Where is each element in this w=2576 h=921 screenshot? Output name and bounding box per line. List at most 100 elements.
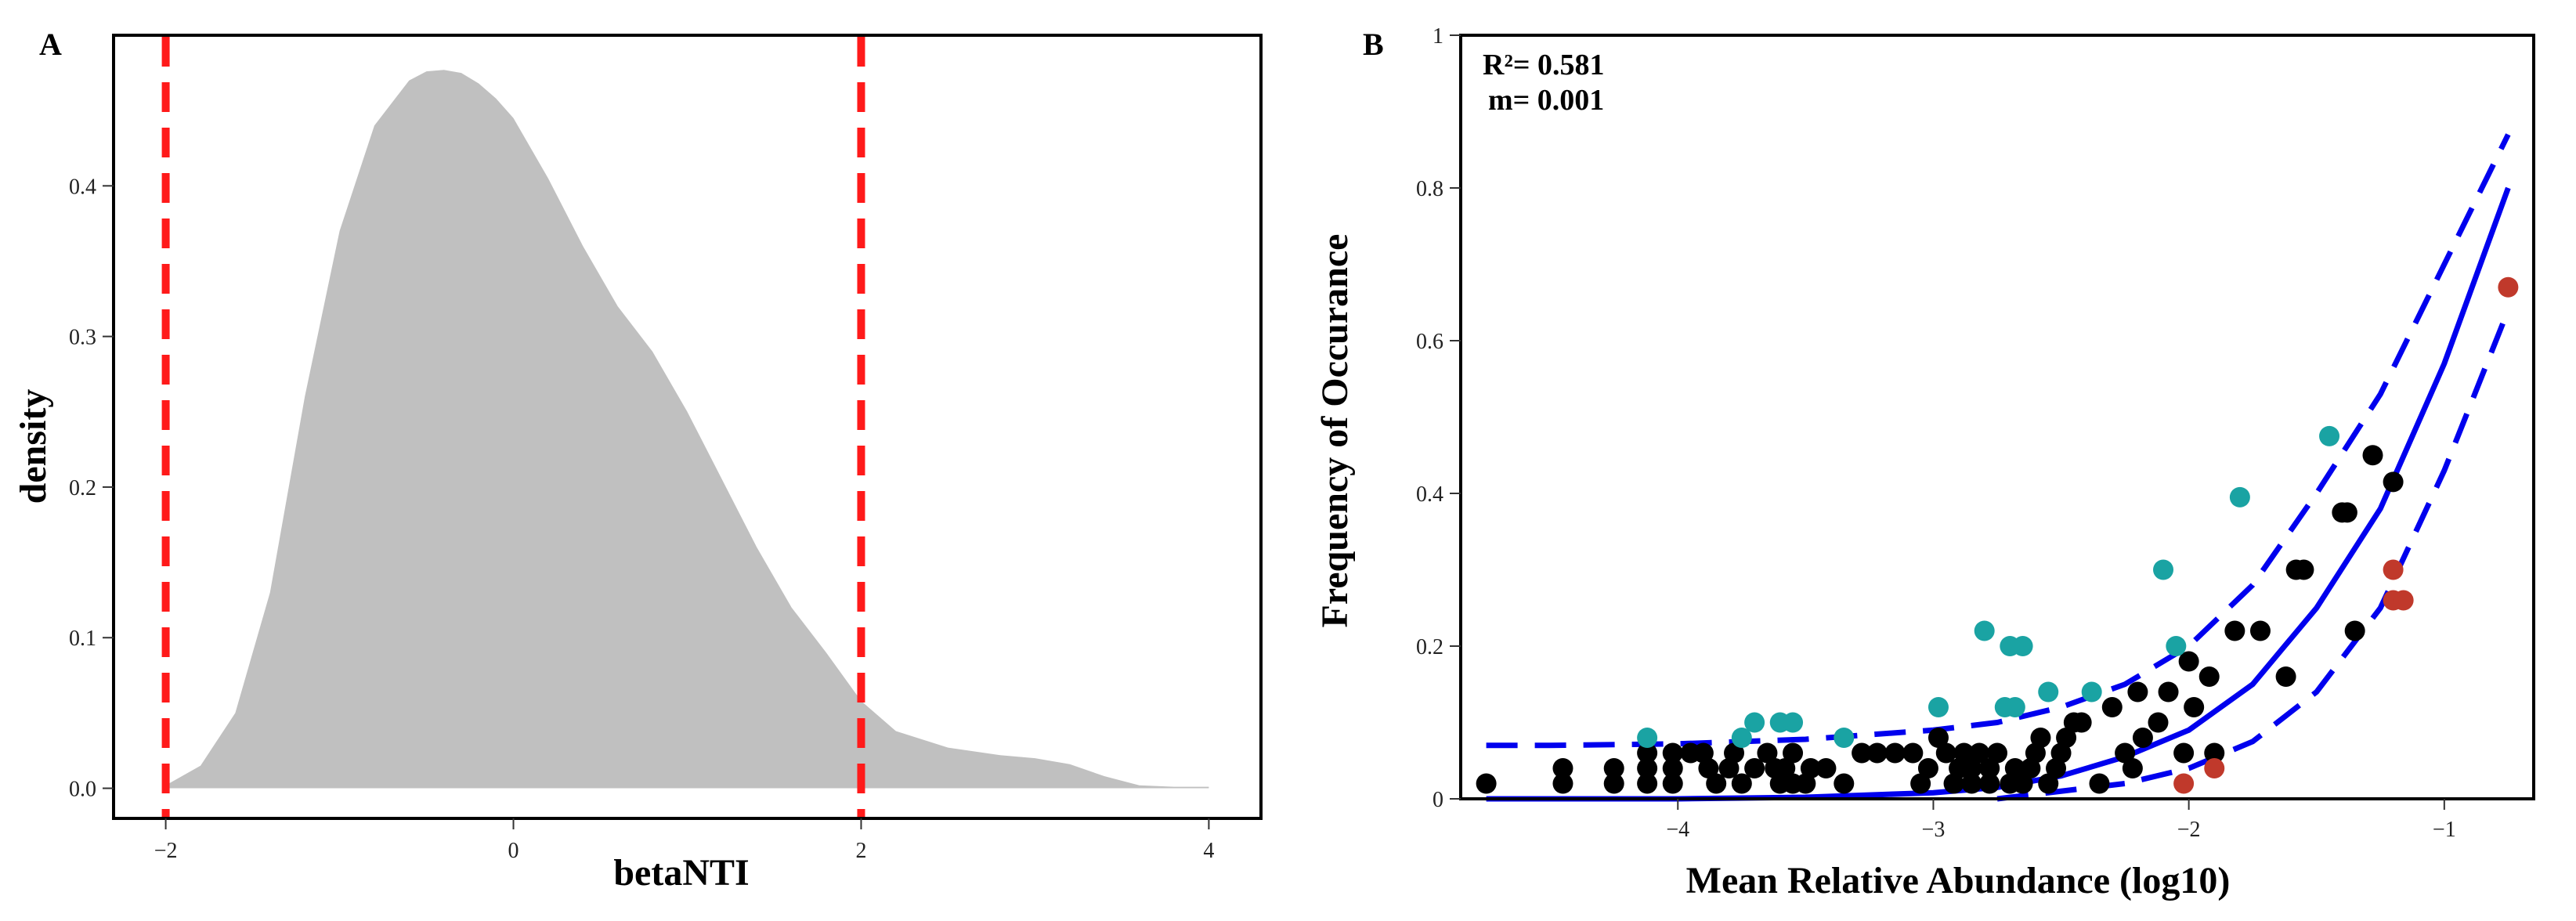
neutral-point <box>1662 742 1683 764</box>
neutral-point <box>1917 758 1938 778</box>
neutral-point <box>2249 620 2271 641</box>
neutral-point <box>2071 712 2092 733</box>
above-point <box>2004 697 2025 717</box>
x-tick-label: 4 <box>1203 839 1214 863</box>
x-tick-label: 2 <box>855 839 866 863</box>
neutral-point <box>1987 742 2007 764</box>
neutral-point <box>1866 742 1888 764</box>
x-tick-label: −2 <box>2177 818 2201 842</box>
neutral-point <box>1969 742 1990 764</box>
neutral-point <box>1603 758 1624 778</box>
above-point <box>1974 620 1995 641</box>
neutral-point <box>2293 559 2314 580</box>
neutral-point <box>1884 742 1906 764</box>
above-point <box>2012 636 2033 656</box>
above-point <box>1637 728 1658 748</box>
neutral-point <box>1637 773 1658 794</box>
y-tick-label: 0.6 <box>1416 330 1443 354</box>
above-point <box>1834 728 1855 748</box>
below-point <box>2204 758 2225 778</box>
x-tick-label: −2 <box>154 839 178 863</box>
neutral-point <box>1724 742 1745 764</box>
neutral-point <box>1783 742 1804 764</box>
neutral-point <box>2056 728 2077 748</box>
below-point <box>2393 590 2414 611</box>
neutral-point <box>1552 773 1573 794</box>
x-tick-label: −3 <box>1922 818 1946 842</box>
neutral-point <box>1698 758 1719 778</box>
y-tick-label: 0 <box>1433 788 1443 812</box>
neutral-point <box>2012 773 2033 794</box>
neutral-point <box>1902 742 1924 764</box>
neutral-point <box>1935 742 1956 764</box>
x-tick-label: −1 <box>2433 818 2456 842</box>
neutral-point <box>2089 773 2110 794</box>
neutral-point <box>1834 773 1855 794</box>
neutral-point <box>1979 773 2000 794</box>
upper-confidence-line <box>1486 133 2511 749</box>
above-point <box>1744 712 1765 733</box>
neutral-point <box>2122 758 2143 778</box>
neutral-point <box>1637 758 1658 778</box>
neutral-point <box>1910 773 1931 794</box>
neutral-point <box>2158 681 2179 702</box>
neutral-point <box>1795 773 1816 794</box>
y-tick-label: 1 <box>1433 24 1443 49</box>
above-point <box>1783 712 1804 733</box>
above-point <box>2166 636 2187 656</box>
neutral-point <box>2030 728 2051 748</box>
y-tick-label: 0.0 <box>69 778 96 802</box>
neutral-point <box>2204 742 2225 764</box>
neutral-point <box>2184 697 2205 717</box>
neutral-point <box>1775 758 1796 778</box>
neutral-point <box>1815 758 1837 778</box>
neutral-point <box>2132 728 2153 748</box>
above-point <box>2319 425 2340 446</box>
neutral-point <box>2046 758 2067 778</box>
above-point <box>1731 728 1752 748</box>
neutral-point <box>1662 773 1683 794</box>
below-point <box>2383 559 2404 580</box>
panel-b-x-axis-title: Mean Relative Abundance (log10) <box>1686 860 2231 901</box>
y-tick-label: 0.4 <box>69 175 96 199</box>
y-tick-label: 0.4 <box>1416 482 1443 507</box>
density-area <box>165 70 1209 789</box>
y-tick-label: 0.1 <box>69 627 96 651</box>
neutral-point <box>1927 728 1949 748</box>
x-tick-label: 0 <box>508 839 519 863</box>
neutral-point <box>2025 742 2046 764</box>
neutral-point <box>2115 742 2136 764</box>
above-point <box>2038 681 2059 702</box>
neutral-point <box>2173 742 2195 764</box>
panel-a-frame <box>112 34 1263 820</box>
neutral-point <box>2198 666 2220 687</box>
panel-a-y-axis-title: density <box>13 389 54 504</box>
y-tick-label: 0.2 <box>69 476 96 500</box>
y-tick-label: 0.2 <box>1416 635 1443 659</box>
neutral-point <box>2148 712 2169 733</box>
above-point <box>2081 681 2102 702</box>
neutral-point <box>1757 742 1778 764</box>
y-tick-label: 0.3 <box>69 326 96 350</box>
neutral-point <box>2362 445 2383 466</box>
neutral-point <box>1476 773 1497 794</box>
neutral-point <box>2344 620 2365 641</box>
neutral-point <box>1953 742 1974 764</box>
y-tick-label: 0.8 <box>1416 177 1443 201</box>
neutral-point <box>1637 742 1658 764</box>
neutral-point <box>2004 758 2025 778</box>
neutral-point <box>2127 681 2148 702</box>
neutral-point <box>2178 651 2199 672</box>
neutral-point <box>1731 773 1752 794</box>
neutral-point <box>1552 758 1573 778</box>
panel-b: B −4 −3 −2 −1 0 0.2 0.4 0.6 0.8 1 R²= 0.581 m= 0.… <box>1314 24 2535 901</box>
slope-annotation: m= 0.001 <box>1488 84 1604 117</box>
neutral-point <box>2101 697 2123 717</box>
neutral-point <box>1693 742 1714 764</box>
panel-b-label: B <box>1363 27 1384 62</box>
panel-a-plot-area <box>112 34 1263 820</box>
neutral-point <box>1961 773 1982 794</box>
panel-b-plot-area <box>1459 34 2535 802</box>
r-squared-annotation: R²= 0.581 <box>1483 49 1605 81</box>
